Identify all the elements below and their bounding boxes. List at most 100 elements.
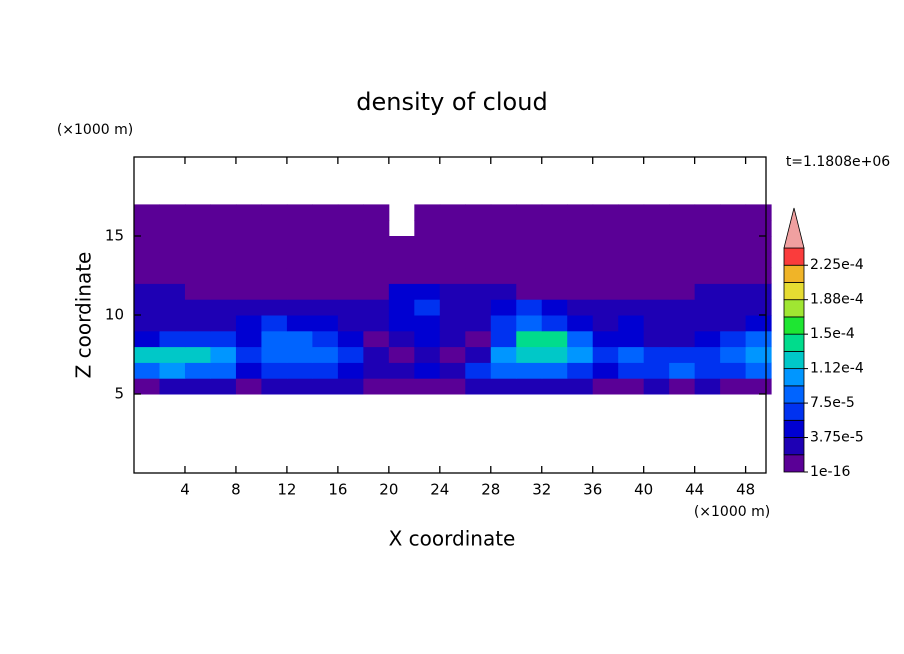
x-tick-label: 48 [736, 481, 755, 499]
contour-cell [184, 283, 211, 300]
colorbar-swatch [783, 402, 805, 421]
contour-cell [541, 315, 568, 332]
contour-cell [745, 299, 772, 316]
contour-cell [490, 283, 517, 300]
contour-cell [720, 362, 747, 379]
contour-cell [669, 236, 696, 253]
contour-cell [134, 220, 160, 237]
contour-cell [414, 283, 441, 300]
contour-cell [235, 299, 262, 316]
colorbar-label: 3.75e-5 [810, 430, 864, 446]
contour-cell [235, 283, 262, 300]
contour-cell [592, 283, 619, 300]
contour-cell [261, 362, 288, 379]
contour-cell [720, 236, 747, 253]
contour-cell [414, 299, 441, 316]
x-tick-label: 8 [231, 481, 241, 499]
contour-cell [516, 251, 543, 269]
contour-cell [490, 346, 517, 363]
contour-cell [643, 220, 670, 237]
contour-cell [516, 220, 543, 237]
contour-cell [567, 220, 594, 237]
contour-cell [618, 220, 645, 237]
contour-cell [184, 378, 211, 395]
contour-cell [414, 330, 441, 348]
contour-cell [261, 330, 288, 348]
contour-cell [235, 204, 262, 221]
contour-cell [159, 378, 186, 395]
x-tick-label: 16 [328, 481, 347, 499]
contour-cell [669, 267, 696, 284]
colorbar-swatch [783, 264, 805, 283]
contour-field [134, 204, 772, 395]
contour-cell [184, 315, 211, 332]
contour-cell [286, 251, 313, 269]
contour-cell [745, 315, 772, 332]
contour-cell [312, 267, 339, 284]
contour-cell [363, 267, 390, 284]
contour-cell [643, 299, 670, 316]
contour-cell [465, 330, 492, 348]
contour-cell [337, 283, 364, 300]
colorbar-label: 1e-16 [810, 464, 850, 480]
contour-cell [439, 330, 466, 348]
contour-cell [159, 362, 186, 379]
contour-cell [592, 362, 619, 379]
contour-cell [618, 283, 645, 300]
contour-cell [720, 299, 747, 316]
contour-cell [286, 346, 313, 363]
contour-cell [235, 267, 262, 284]
contour-cell [592, 378, 619, 395]
colorbar-swatch [783, 385, 805, 404]
contour-cell [745, 346, 772, 363]
contour-cell [261, 299, 288, 316]
contour-cell [286, 378, 313, 395]
contour-cell [159, 346, 186, 363]
contour-cell [184, 362, 211, 379]
contour-cell [745, 378, 772, 395]
contour-cell [745, 362, 772, 379]
contour-cell [541, 346, 568, 363]
contour-cell [490, 378, 517, 395]
contour-cell [618, 315, 645, 332]
colorbar-label: 1.88e-4 [810, 292, 864, 308]
contour-cell [541, 204, 568, 221]
contour-cell [541, 378, 568, 395]
contour-cell [745, 204, 772, 221]
contour-cell [592, 220, 619, 237]
contour-cell [414, 315, 441, 332]
contour-cell [312, 346, 339, 363]
contour-cell [159, 315, 186, 332]
contour-cell [134, 251, 160, 269]
contour-cell [286, 220, 313, 237]
contour-cell [261, 378, 288, 395]
contour-cell [363, 299, 390, 316]
x-tick-label: 28 [481, 481, 500, 499]
contour-cell [286, 204, 313, 221]
contour-cell [159, 204, 186, 221]
contour-cell [134, 315, 160, 332]
colorbar-swatch [783, 282, 805, 301]
colorbar-swatch [783, 333, 805, 352]
colorbar-label: 2.25e-4 [810, 257, 864, 273]
contour-cell [286, 283, 313, 300]
contour-cell [363, 346, 390, 363]
contour-cell [643, 315, 670, 332]
contour-cell [516, 267, 543, 284]
time-label: t=1.1808e+06 [786, 154, 890, 170]
colorbar-swatch [783, 454, 805, 473]
contour-cell [592, 267, 619, 284]
contour-cell [235, 220, 262, 237]
contour-cell [669, 315, 696, 332]
contour-cell [337, 236, 364, 253]
contour-cell [567, 315, 594, 332]
contour-cell [134, 204, 160, 221]
contour-cell [541, 330, 568, 348]
contour-cell [337, 346, 364, 363]
contour-cell [618, 251, 645, 269]
colorbar-label: 1.5e-4 [810, 326, 855, 342]
contour-cell [184, 330, 211, 348]
contour-cell [134, 378, 160, 395]
colorbar-swatch [783, 299, 805, 318]
contour-cell [439, 236, 466, 253]
